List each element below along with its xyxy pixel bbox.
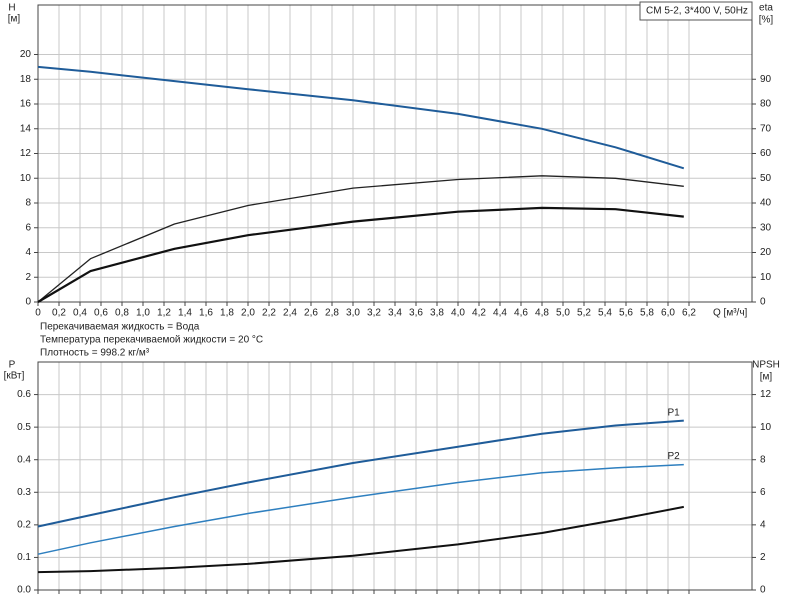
series-line <box>37 463 684 555</box>
y-tick-label: 6 <box>25 222 31 233</box>
y-tick-label: 2 <box>25 272 31 283</box>
y2-tick-label: 6 <box>760 487 766 498</box>
y-tick-label: 0 <box>25 297 31 308</box>
y2-tick-label: 2 <box>760 552 766 563</box>
y2-tick-label: 4 <box>760 519 766 530</box>
y-axis-label: P <box>9 360 16 371</box>
series-line <box>37 65 685 170</box>
y2-tick-label: 40 <box>760 198 772 209</box>
x-tick-label: 3,0 <box>346 308 360 319</box>
y-tick-label: 4 <box>25 247 31 258</box>
x-tick-label: 1,6 <box>199 308 213 319</box>
annotation: Перекачиваемая жидкость = Вода <box>40 322 200 333</box>
x-tick-label: 5,2 <box>577 308 591 319</box>
y2-tick-label: 90 <box>760 74 772 85</box>
y-tick-label: 20 <box>20 49 32 60</box>
x-tick-label: 3,2 <box>367 308 381 319</box>
y-tick-label: 14 <box>20 123 32 134</box>
title-box <box>639 1 753 21</box>
x-axis-label: Q [м³/ч] <box>713 308 748 319</box>
x-tick-label: 3,8 <box>430 308 444 319</box>
y2-axis-label: eta <box>759 3 773 14</box>
y2-axis-label: NPSH <box>752 360 780 371</box>
y2-tick-label: 20 <box>760 247 772 258</box>
x-tick-label: 0,2 <box>52 308 66 319</box>
y-tick-label: 16 <box>20 99 32 110</box>
x-tick-label: 4,6 <box>514 308 528 319</box>
y2-tick-label: 70 <box>760 123 772 134</box>
x-tick-label: 1,4 <box>178 308 192 319</box>
series-line <box>37 206 684 303</box>
y-tick-label: 0.5 <box>17 422 31 433</box>
plot-frame <box>37 4 753 303</box>
y-tick-label: 0.3 <box>17 487 31 498</box>
x-tick-label: 5,6 <box>619 308 633 319</box>
x-tick-label: 3,6 <box>409 308 423 319</box>
y-tick-label: 12 <box>20 148 32 159</box>
y-tick-label: 10 <box>20 173 32 184</box>
y-tick-label: 0.6 <box>17 389 31 400</box>
x-tick-label: 4,2 <box>472 308 486 319</box>
y-tick-label: 8 <box>25 198 31 209</box>
y2-axis-unit: [%] <box>759 15 774 26</box>
x-tick-label: 0,4 <box>73 308 87 319</box>
y2-tick-label: 50 <box>760 173 772 184</box>
x-tick-label: 4,4 <box>493 308 507 319</box>
y-tick-label: 0.1 <box>17 552 31 563</box>
x-tick-label: 2,2 <box>262 308 276 319</box>
series-line <box>37 505 684 574</box>
x-tick-label: 2,8 <box>325 308 339 319</box>
x-tick-label: 4,8 <box>535 308 549 319</box>
x-tick-label: 1,2 <box>157 308 171 319</box>
series-label: P2 <box>668 451 681 462</box>
x-tick-label: 2,4 <box>283 308 297 319</box>
y2-axis-unit: [м] <box>760 372 773 383</box>
y-tick-label: 0.4 <box>17 454 31 465</box>
series-line <box>37 175 684 303</box>
x-tick-label: 5,8 <box>640 308 654 319</box>
y-tick-label: 0.2 <box>17 519 31 530</box>
series-line <box>37 419 684 528</box>
y2-tick-label: 12 <box>760 389 772 400</box>
x-tick-label: 0,8 <box>115 308 129 319</box>
y2-tick-label: 8 <box>760 454 766 465</box>
x-tick-label: 3,4 <box>388 308 402 319</box>
plot-frame <box>37 361 753 591</box>
annotation: Плотность = 998.2 кг/м³ <box>40 348 150 359</box>
x-tick-label: 0,6 <box>94 308 108 319</box>
series-label: P1 <box>668 407 681 418</box>
x-tick-label: 6,2 <box>682 308 696 319</box>
x-tick-label: 4,0 <box>451 308 465 319</box>
x-tick-label: 5,4 <box>598 308 612 319</box>
y-axis-unit: [кВт] <box>4 371 25 382</box>
y2-tick-label: 10 <box>760 422 772 433</box>
x-tick-label: 6,0 <box>661 308 675 319</box>
annotation: Температура перекачиваемой жидкости = 20… <box>40 335 263 346</box>
x-tick-label: 2,0 <box>241 308 255 319</box>
y2-tick-label: 30 <box>760 222 772 233</box>
x-tick-label: 2,6 <box>304 308 318 319</box>
x-tick-label: 1,0 <box>136 308 150 319</box>
y-tick-label: 18 <box>20 74 32 85</box>
x-tick-label: 1,8 <box>220 308 234 319</box>
y2-tick-label: 10 <box>760 272 772 283</box>
y-axis-label: H <box>8 3 15 14</box>
x-tick-label: 5,0 <box>556 308 570 319</box>
y2-tick-label: 80 <box>760 99 772 110</box>
y2-tick-label: 0 <box>760 585 766 596</box>
y2-tick-label: 60 <box>760 148 772 159</box>
chart-title: CM 5-2, 3*400 V, 50Hz <box>646 6 748 17</box>
y-tick-label: 0.0 <box>17 585 31 596</box>
x-tick-label: 0 <box>35 308 41 319</box>
y-axis-unit: [м] <box>8 14 21 25</box>
y2-tick-label: 0 <box>760 297 766 308</box>
